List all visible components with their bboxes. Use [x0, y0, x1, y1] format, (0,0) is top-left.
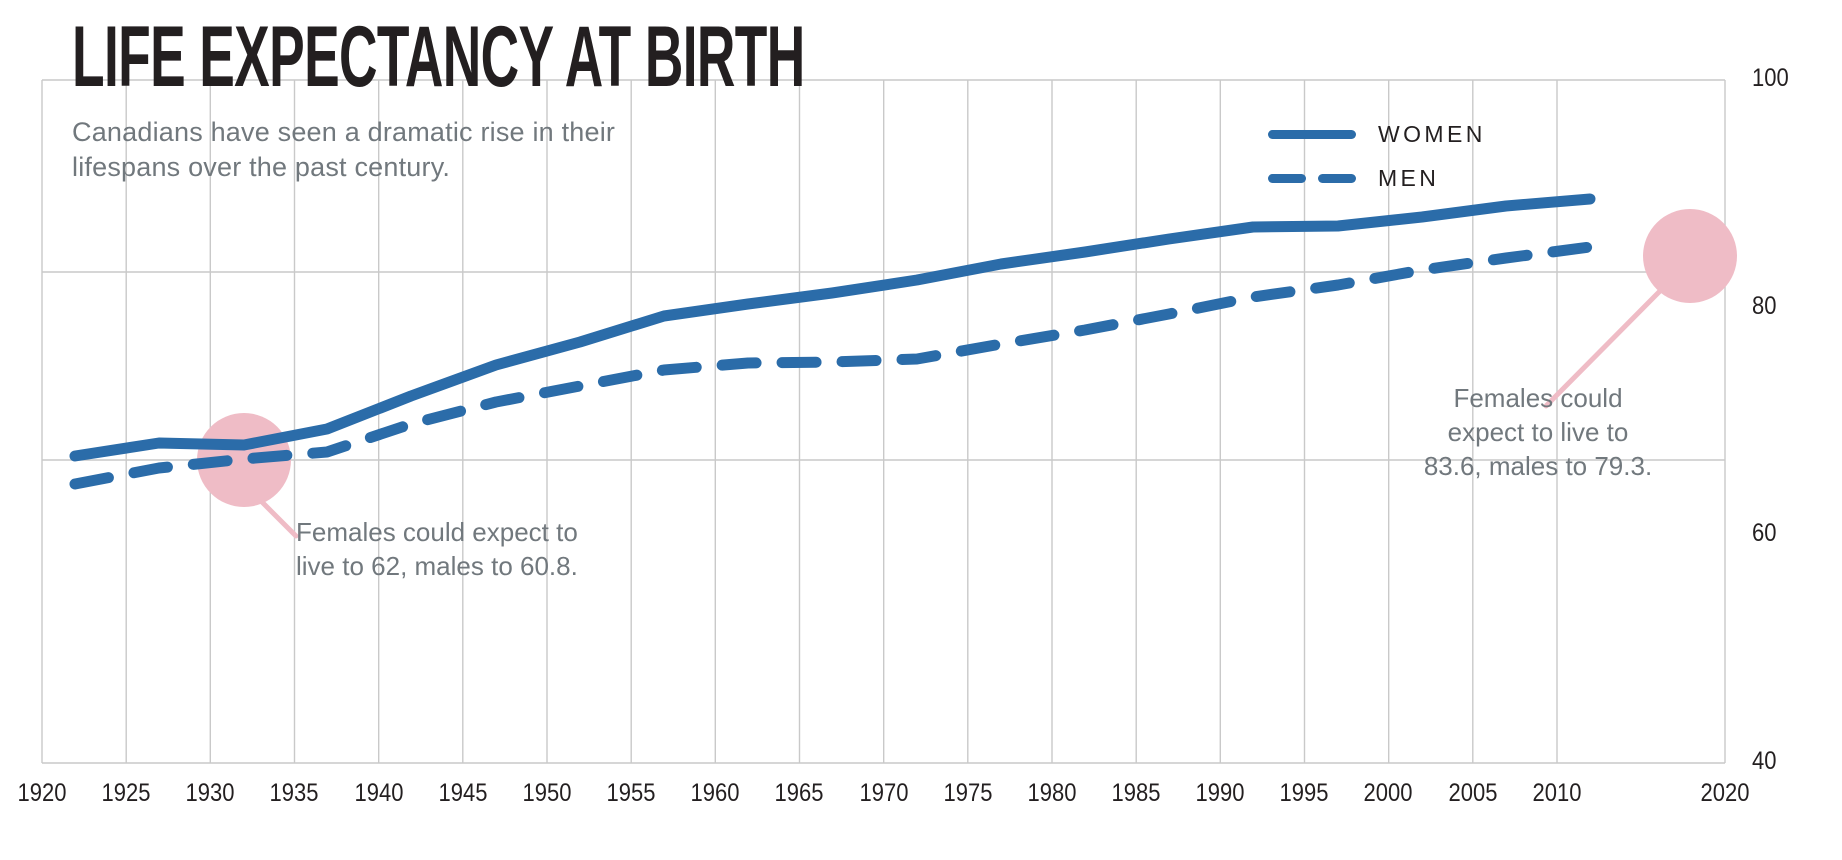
annotation-left: Females could expect to live to 62, male…	[296, 517, 578, 581]
y-tick-60: 60	[1752, 519, 1777, 548]
page-title: LIFE EXPECTANCY AT BIRTH	[72, 9, 805, 105]
x-tick-2005: 2005	[1448, 779, 1498, 807]
legend-label-women: WOMEN	[1378, 120, 1486, 147]
legend-item-men[interactable]: MEN	[1268, 156, 1528, 200]
x-tick-1975: 1975	[943, 779, 993, 807]
x-tick-1960: 1960	[690, 779, 740, 807]
x-tick-1985: 1985	[1111, 779, 1161, 807]
x-tick-1930: 1930	[185, 779, 235, 807]
leader-lines	[255, 285, 1666, 539]
series-line-men	[69, 241, 1596, 490]
page-subtitle: Canadians have seen a dramatic rise in t…	[72, 117, 616, 182]
chart-legend: WOMEN MEN	[1268, 112, 1528, 200]
grid-lines	[41, 79, 1726, 764]
x-tick-2010: 2010	[1532, 779, 1582, 807]
x-tick-1955: 1955	[606, 779, 656, 807]
legend-swatch-solid-icon	[1268, 129, 1356, 139]
title-block: LIFE EXPECTANCY AT BIRTH Canadians have …	[72, 9, 805, 184]
x-tick-1920: 1920	[17, 779, 67, 807]
y-tick-80: 80	[1752, 291, 1777, 320]
legend-swatch-dashed-icon	[1268, 173, 1356, 183]
x-tick-1935: 1935	[269, 779, 319, 807]
x-tick-1995: 1995	[1279, 779, 1329, 807]
highlight-marker-2011	[1643, 209, 1737, 303]
x-tick-1965: 1965	[774, 779, 824, 807]
y-tick-100: 100	[1752, 64, 1789, 92]
x-tick-1925: 1925	[101, 779, 151, 807]
annotation-right: Females could expect to live to 83.6, ma…	[1423, 383, 1653, 481]
series-line-women	[69, 193, 1596, 462]
x-tick-2020: 2020	[1700, 779, 1750, 807]
x-tick-1950: 1950	[522, 779, 572, 807]
leader-line-left	[255, 495, 299, 539]
legend-label-men: MEN	[1378, 164, 1440, 191]
x-tick-1970: 1970	[859, 779, 908, 807]
x-tick-1980: 1980	[1027, 779, 1077, 807]
x-tick-1990: 1990	[1195, 779, 1245, 807]
legend-item-women[interactable]: WOMEN	[1268, 112, 1528, 156]
leader-line-right	[1543, 285, 1666, 409]
x-tick-1945: 1945	[438, 779, 488, 807]
x-tick-2000: 2000	[1363, 779, 1413, 807]
y-tick-40: 40	[1752, 747, 1777, 775]
x-tick-1940: 1940	[354, 779, 404, 807]
